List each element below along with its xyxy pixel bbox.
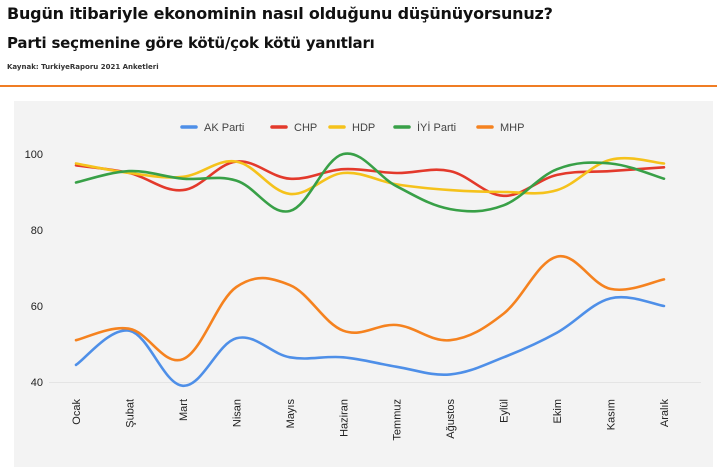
- series-line-ak-parti: [74, 295, 666, 388]
- x-tick-label: Mart: [178, 399, 190, 421]
- legend-label: HDP: [352, 122, 375, 134]
- x-tick-label: Mayıs: [285, 399, 297, 429]
- legend-label: MHP: [500, 122, 524, 134]
- x-tick-label: Haziran: [338, 399, 350, 437]
- series-line-hdp: [74, 156, 666, 196]
- series-line-chp: [74, 160, 666, 198]
- series-line-i-yi-parti: [74, 152, 666, 213]
- chart-title: Bugün itibariyle ekonominin nasıl olduğu…: [7, 4, 553, 23]
- x-tick-label: Temmuz: [392, 399, 404, 441]
- x-tick-label: Aralık: [659, 399, 671, 428]
- y-tick-label: 100: [25, 149, 43, 161]
- legend-label: CHP: [294, 122, 317, 134]
- y-tick-label: 60: [31, 301, 43, 313]
- legend-label: AK Parti: [204, 122, 244, 134]
- source-note: Kaynak: TurkiyeRaporu 2021 Anketleri: [7, 63, 159, 71]
- chart-area: 40 60 80 100 Ocak Şubat Mart Nisan Mayıs Haziran T…: [0, 96, 717, 467]
- x-tick-label: Kasım: [606, 399, 618, 430]
- y-tick-label: 40: [31, 377, 43, 389]
- x-tick-label: Ekim: [552, 399, 564, 423]
- x-tick-label: Ağustos: [445, 399, 457, 439]
- header-divider: [0, 85, 717, 87]
- x-tick-label: Şubat: [124, 399, 136, 428]
- legend-label: İYİ Parti: [417, 121, 456, 134]
- chart-subtitle: Parti seçmenine göre kötü/çok kötü yanıt…: [7, 34, 375, 52]
- x-tick-label: Ocak: [71, 399, 83, 425]
- line-chart: 40 60 80 100 Ocak Şubat Mart Nisan Mayıs Haziran T…: [14, 101, 713, 467]
- x-tick-label: Nisan: [231, 399, 243, 427]
- series-line-mhp: [74, 255, 666, 362]
- x-tick-label: Eylül: [499, 399, 511, 423]
- y-tick-label: 80: [31, 225, 43, 237]
